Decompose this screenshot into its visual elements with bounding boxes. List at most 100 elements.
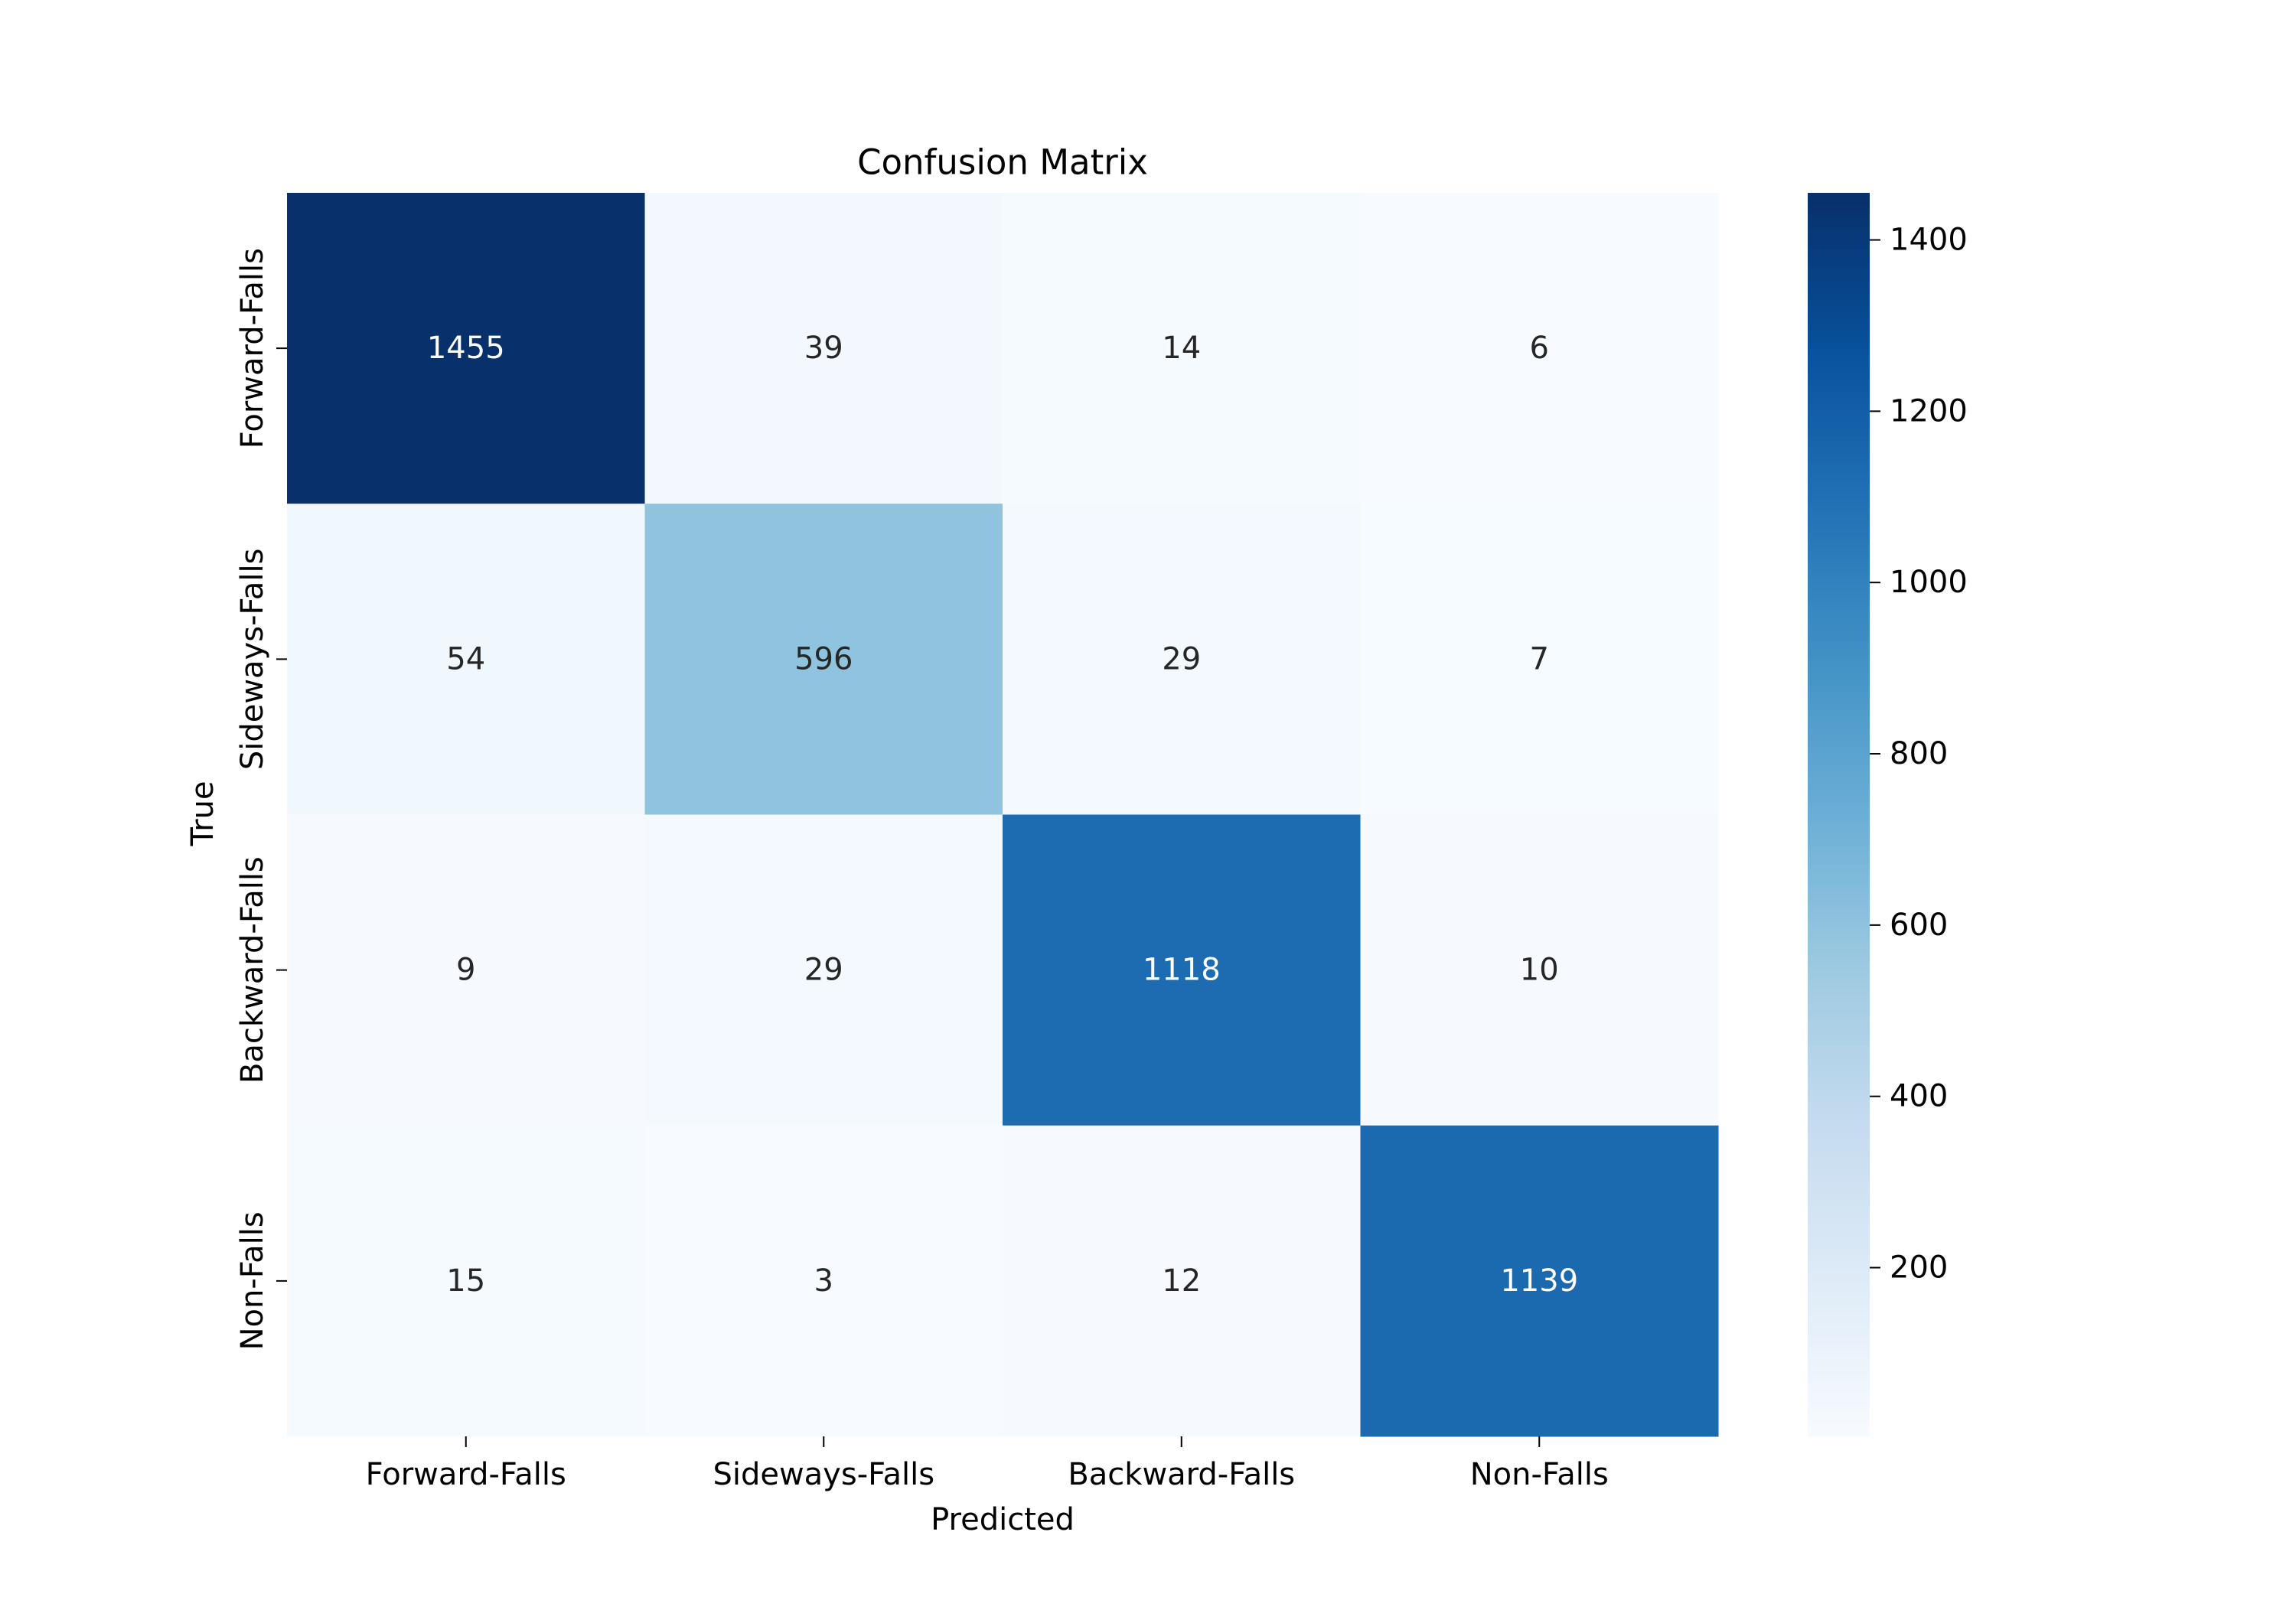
colorbar-tick-label: 1000: [1890, 565, 1968, 600]
chart-title: Confusion Matrix: [857, 142, 1148, 183]
colorbar-segment: [1808, 504, 1870, 511]
colorbar-segment: [1808, 243, 1870, 249]
y-axis-label: True: [185, 781, 220, 847]
colorbar-tick-label: 800: [1890, 736, 1948, 771]
colorbar-segment: [1808, 621, 1870, 629]
colorbar-segment: [1808, 882, 1870, 890]
heatmap-cell-r2-c2: [1003, 814, 1361, 1126]
colorbar-segment: [1808, 1312, 1870, 1319]
colorbar-segment: [1808, 690, 1870, 697]
heatmap-cell-r0-c1: [644, 193, 1003, 504]
colorbar-segment: [1808, 193, 1870, 200]
colorbar-segment: [1808, 285, 1870, 293]
colorbar-segment: [1808, 1100, 1870, 1108]
colorbar-segment: [1808, 1138, 1870, 1145]
colorbar-segment: [1808, 709, 1870, 716]
colorbar-segment: [1808, 1200, 1870, 1208]
colorbar-segment: [1808, 683, 1870, 691]
heatmap-cell-r3-c3: [1360, 1125, 1719, 1437]
colorbar-segment: [1808, 733, 1870, 741]
colorbar-segment: [1808, 249, 1870, 256]
cell-annotations: 1455 39 14 6 54 596 29 7 9 29 1118 10 15 3 12 1139: [427, 331, 1578, 1299]
cell-value-r1-c0: 54: [446, 641, 485, 676]
colorbar-segment: [1808, 491, 1870, 498]
colorbar-segment: [1808, 982, 1870, 989]
colorbar-segment: [1808, 559, 1870, 567]
colorbar-segment: [1808, 1355, 1870, 1363]
heatmap-cell-r3-c2: [1003, 1125, 1361, 1437]
colorbar-segment: [1808, 566, 1870, 573]
colorbar-segment: [1808, 951, 1870, 959]
x-tick-label: Forward-Falls: [366, 1457, 566, 1492]
y-tick-label: Backward-Falls: [235, 856, 270, 1084]
colorbar-segment: [1808, 696, 1870, 704]
colorbar-segment: [1808, 199, 1870, 207]
colorbar-segment: [1808, 963, 1870, 971]
colorbar-segment: [1808, 1162, 1870, 1170]
colorbar-segment: [1808, 1343, 1870, 1351]
colorbar-segment: [1808, 1287, 1870, 1294]
colorbar-segment: [1808, 1088, 1870, 1095]
cell-value-r3-c1: 3: [814, 1263, 833, 1299]
cell-value-r0-c1: 39: [804, 331, 843, 366]
colorbar-segment: [1808, 385, 1870, 393]
colorbar-segment: [1808, 995, 1870, 1002]
colorbar-segment: [1808, 1324, 1870, 1332]
colorbar-tick-label: 400: [1890, 1079, 1948, 1114]
colorbar-segment: [1808, 205, 1870, 213]
colorbar-segment: [1808, 1131, 1870, 1139]
colorbar-segment: [1808, 305, 1870, 312]
colorbar-segment: [1808, 541, 1870, 548]
heatmap-cell-r0-c2: [1003, 193, 1361, 504]
colorbar-segment: [1808, 1244, 1870, 1251]
heatmap-cell-r2-c3: [1360, 814, 1719, 1126]
colorbar-segment: [1808, 858, 1870, 865]
colorbar-segment: [1808, 329, 1870, 337]
colorbar-segment: [1808, 1268, 1870, 1276]
heatmap-cell-r3-c1: [644, 1125, 1003, 1437]
colorbar-segment: [1808, 510, 1870, 517]
colorbar-segment: [1808, 1274, 1870, 1282]
colorbar-segment: [1808, 677, 1870, 685]
colorbar-segment: [1808, 876, 1870, 884]
colorbar-segment: [1808, 1293, 1870, 1301]
colorbar-segment: [1808, 721, 1870, 729]
colorbar-segment: [1808, 1025, 1870, 1033]
colorbar-segment: [1808, 1194, 1870, 1201]
colorbar-segment: [1808, 796, 1870, 804]
x-tick-label: Backward-Falls: [1068, 1457, 1295, 1492]
colorbar-segment: [1808, 715, 1870, 722]
colorbar-segment: [1808, 317, 1870, 324]
colorbar-segment: [1808, 1387, 1870, 1393]
colorbar-segment: [1808, 1299, 1870, 1307]
colorbar-segment: [1808, 1337, 1870, 1344]
colorbar-segment: [1808, 870, 1870, 878]
colorbar-segment: [1808, 1057, 1870, 1064]
colorbar-segment: [1808, 826, 1870, 834]
colorbar-segment: [1808, 236, 1870, 243]
y-tick-label: Sideways-Falls: [235, 549, 270, 771]
colorbar-segment: [1808, 584, 1870, 592]
colorbar-segment: [1808, 758, 1870, 766]
colorbar-tick-label: 600: [1890, 908, 1948, 943]
cell-value-r0-c2: 14: [1162, 331, 1201, 366]
colorbar-segment: [1808, 615, 1870, 623]
colorbar-tick-label: 200: [1890, 1250, 1948, 1286]
heatmap-cells: [287, 193, 1719, 1437]
colorbar-segment: [1808, 1188, 1870, 1195]
colorbar-segment: [1808, 435, 1870, 442]
colorbar-segment: [1808, 957, 1870, 965]
colorbar-segment: [1808, 976, 1870, 983]
colorbar-segment: [1808, 466, 1870, 474]
heatmap-cell-r2-c0: [287, 814, 645, 1126]
heatmap-cell-r1-c3: [1360, 504, 1719, 815]
colorbar-segment: [1808, 1250, 1870, 1257]
colorbar-segment: [1808, 323, 1870, 331]
colorbar-segment: [1808, 1218, 1870, 1226]
colorbar-segment: [1808, 627, 1870, 635]
colorbar-segment: [1808, 1429, 1870, 1437]
colorbar-segment: [1808, 1038, 1870, 1045]
colorbar-segment: [1808, 808, 1870, 816]
colorbar-segment: [1808, 460, 1870, 468]
